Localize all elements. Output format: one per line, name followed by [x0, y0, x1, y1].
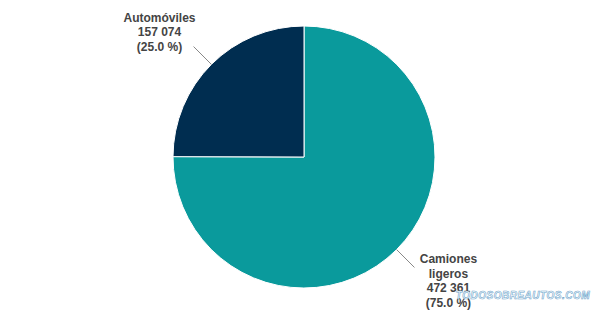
chart-container: Camionesligeros472 361(75.0 %) Automóvile…: [0, 0, 600, 313]
data-label: (25.0 %): [137, 40, 182, 54]
slice-label: Automóviles157 074(25.0 %): [124, 10, 196, 56]
label-background: [414, 251, 482, 311]
pie-slice: [173, 26, 435, 288]
data-label: 157 074: [138, 25, 182, 39]
slice-label: Camionesligeros472 361(75.0 %): [414, 251, 482, 311]
data-label: Camiones: [420, 252, 478, 266]
chart-svg: Camionesligeros472 361(75.0 %) Automóvile…: [0, 0, 600, 313]
data-label: ligeros: [429, 267, 469, 281]
data-label: Automóviles: [124, 11, 196, 25]
slices: [173, 26, 435, 288]
watermark: TODOSOBREAUTOS.COM: [456, 290, 590, 301]
